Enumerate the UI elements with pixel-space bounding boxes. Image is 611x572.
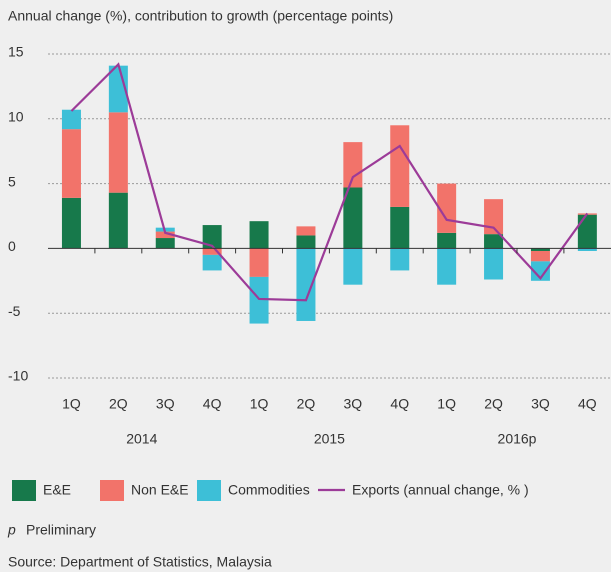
y-tick-label: 0 — [8, 238, 16, 254]
note-symbol: p — [7, 522, 16, 538]
bar — [530, 261, 550, 281]
bar — [530, 248, 550, 251]
bar — [61, 129, 81, 198]
x-tick-label: 2Q — [109, 396, 128, 412]
x-tick-label: 1Q — [437, 396, 456, 412]
y-tick-label: 5 — [8, 173, 16, 189]
chart-title: Annual change (%), contribution to growt… — [8, 8, 393, 24]
bar — [61, 109, 81, 130]
bar — [484, 248, 504, 280]
year-label: 2016p — [498, 431, 537, 447]
bar — [484, 199, 504, 235]
bar — [390, 125, 410, 207]
bar — [155, 231, 175, 239]
bar — [343, 142, 363, 188]
bar — [249, 276, 269, 324]
line — [70, 62, 589, 302]
note: Preliminary — [26, 522, 96, 538]
legend-swatch — [100, 480, 124, 501]
legend-label: E&E — [43, 482, 71, 498]
bar — [108, 192, 128, 249]
x-tick-label: 4Q — [578, 396, 597, 412]
bar — [296, 248, 316, 321]
bar — [108, 65, 128, 113]
x-tick-label: 4Q — [203, 396, 222, 412]
y-tick-label: -10 — [8, 368, 28, 384]
bar — [202, 248, 222, 255]
bar — [577, 214, 597, 249]
bar — [343, 187, 363, 249]
year-label: 2014 — [126, 431, 157, 447]
x-tick-label: 3Q — [156, 396, 175, 412]
bar — [61, 197, 81, 249]
year-label: 2015 — [314, 431, 345, 447]
bar — [249, 221, 269, 249]
bar — [249, 248, 269, 277]
bar — [484, 234, 504, 249]
legend-swatch — [197, 480, 221, 501]
bar — [296, 226, 316, 236]
legend-label: Non E&E — [131, 482, 189, 498]
legend-label: Exports (annual change, % ) — [352, 482, 529, 498]
x-tick-label: 4Q — [390, 396, 409, 412]
bar — [390, 248, 410, 271]
bar — [202, 225, 222, 249]
x-tick-label: 1Q — [62, 396, 81, 412]
x-tick-label: 3Q — [344, 396, 363, 412]
y-tick-label: 10 — [8, 109, 24, 125]
bar — [155, 238, 175, 249]
legend-swatch — [12, 480, 36, 501]
bar — [202, 254, 222, 271]
y-tick-label: 15 — [8, 44, 24, 60]
x-tick-label: 2Q — [297, 396, 316, 412]
bar — [390, 206, 410, 249]
bar — [437, 248, 457, 285]
x-tick-label: 1Q — [250, 396, 269, 412]
legend-label: Commodities — [228, 482, 310, 498]
bar — [437, 232, 457, 249]
x-tick-label: 3Q — [531, 396, 550, 412]
source: Source: Department of Statistics, Malays… — [8, 554, 272, 570]
bar — [296, 235, 316, 249]
bar — [530, 250, 550, 262]
y-tick-label: -5 — [8, 303, 21, 319]
x-tick-label: 2Q — [484, 396, 503, 412]
bar — [343, 248, 363, 285]
bar — [108, 112, 128, 193]
bar — [577, 248, 597, 251]
